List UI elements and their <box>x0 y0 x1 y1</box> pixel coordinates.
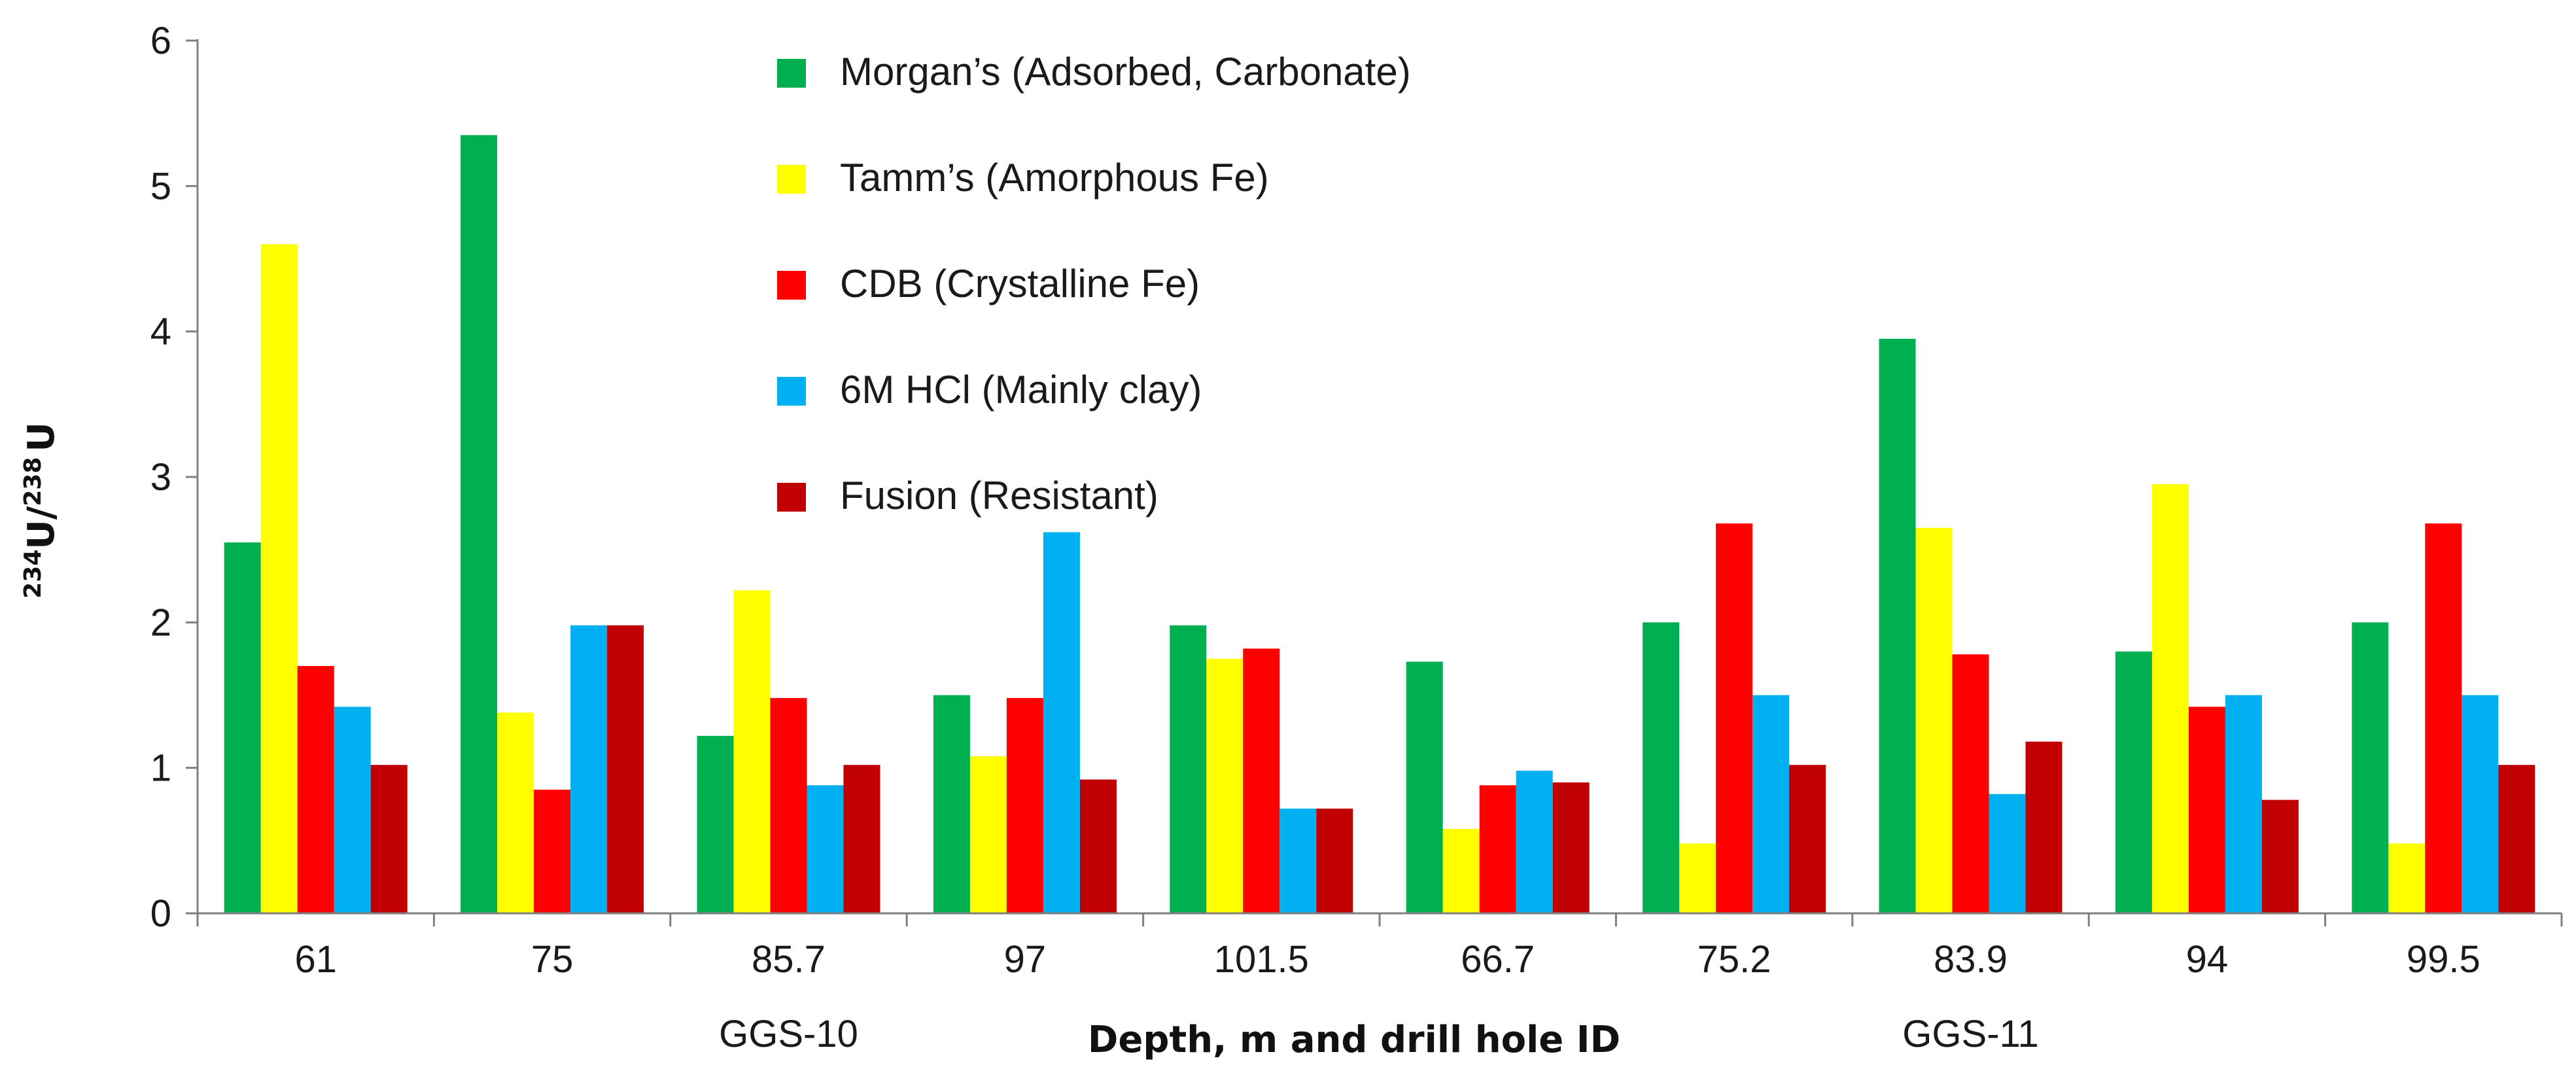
bar-morgans-85.7 <box>697 735 734 913</box>
bar-6m-83.9 <box>1989 794 2026 913</box>
y-tick-label-6: 6 <box>150 20 171 62</box>
bar-tamms-75.2 <box>1679 843 1716 913</box>
bar-fusion-94 <box>2261 799 2299 913</box>
x-tick-label-75: 75 <box>531 938 574 981</box>
y-axis-title: 234U/238 U <box>20 422 63 599</box>
x-tick-label-99.5: 99.5 <box>2407 938 2480 981</box>
bar-6m-75.2 <box>1752 695 1790 913</box>
bar-morgans-66.7 <box>1406 661 1443 913</box>
bar-tamms-97 <box>969 756 1007 913</box>
bar-morgans-75.2 <box>1643 622 1680 913</box>
bar-morgans-83.9 <box>1879 338 1916 913</box>
y-tick-labels: 0 1 2 3 4 5 6 <box>150 20 171 935</box>
bar-tamms-85.7 <box>733 590 771 913</box>
legend-label-1: Tamm’s (Amorphous Fe) <box>840 156 1269 200</box>
x-tick-label-61: 61 <box>294 938 337 981</box>
bar-cdb-101.5 <box>1243 648 1280 913</box>
y-axis-title-base: U/ <box>20 506 63 549</box>
bar-6m-101.5 <box>1279 808 1317 913</box>
bar-morgans-99.5 <box>2352 622 2389 913</box>
y-tick-label-4: 4 <box>150 311 171 353</box>
bar-morgans-101.5 <box>1170 625 1207 913</box>
bar-tamms-75 <box>497 712 534 913</box>
bar-tamms-61 <box>260 244 298 913</box>
bar-fusion-99.5 <box>2498 765 2535 913</box>
x-tick-label-85.7: 85.7 <box>752 938 826 981</box>
x-tick-label-75.2: 75.2 <box>1697 938 1771 981</box>
bar-fusion-85.7 <box>843 765 880 913</box>
bar-fusion-75.2 <box>1789 765 1826 913</box>
legend-swatch-1 <box>777 165 806 194</box>
bar-cdb-94 <box>2188 707 2225 913</box>
legend-label-3: 6M HCl (Mainly clay) <box>840 368 1202 412</box>
bar-cdb-75.2 <box>1716 523 1753 913</box>
legend-swatch-4 <box>777 483 806 512</box>
y-axis-title-sup-234: 234 <box>20 550 46 599</box>
bar-6m-66.7 <box>1516 771 1553 913</box>
bar-6m-85.7 <box>807 785 844 913</box>
bar-morgans-75 <box>461 135 498 913</box>
bar-6m-61 <box>334 707 371 913</box>
bar-cdb-85.7 <box>770 697 807 913</box>
bar-cdb-66.7 <box>1479 785 1516 913</box>
bar-tamms-83.9 <box>1915 527 1953 913</box>
bar-morgans-94 <box>2115 651 2152 913</box>
y-tick-label-1: 1 <box>150 747 171 790</box>
legend-label-2: CDB (Crystalline Fe) <box>840 262 1200 306</box>
bar-6m-94 <box>2225 695 2262 913</box>
bar-fusion-101.5 <box>1316 808 1353 913</box>
group-label-ggs-10: GGS-10 <box>719 1013 858 1055</box>
bar-fusion-66.7 <box>1552 782 1590 913</box>
bar-cdb-83.9 <box>1952 654 1989 913</box>
bar-6m-99.5 <box>2462 695 2499 913</box>
x-tick-label-66.7: 66.7 <box>1461 938 1535 981</box>
bar-fusion-83.9 <box>2025 741 2063 913</box>
bar-morgans-61 <box>224 542 261 913</box>
bar-cdb-97 <box>1006 697 1043 913</box>
legend-label-4: Fusion (Resistant) <box>840 474 1158 518</box>
bar-fusion-61 <box>370 765 408 913</box>
y-axis-title-sup-238: 238 <box>20 457 46 506</box>
bars-layer <box>224 135 2535 913</box>
group-label-ggs-11: GGS-11 <box>1902 1013 2038 1055</box>
bar-fusion-97 <box>1079 779 1117 913</box>
legend-swatch-3 <box>777 377 806 406</box>
y-tick-label-0: 0 <box>150 892 171 935</box>
x-tick-labels: 61 75 85.7 97 101.5 66.7 75.2 83.9 94 99.5 <box>294 938 2480 981</box>
group-labels: GGS-10 GGS-11 <box>719 1013 2039 1055</box>
x-axis-title: Depth, m and drill hole ID <box>1088 1019 1620 1061</box>
legend-swatch-2 <box>777 271 806 300</box>
y-tick-label-2: 2 <box>150 601 171 644</box>
y-axis-title-suffix: U <box>20 422 63 451</box>
bar-fusion-75 <box>607 625 644 913</box>
x-tick-label-94: 94 <box>2186 938 2229 981</box>
legend: Morgan’s (Adsorbed, Carbonate) Tamm’s (Am… <box>777 50 1411 518</box>
x-tick-label-101.5: 101.5 <box>1214 938 1309 981</box>
bar-6m-97 <box>1043 532 1080 913</box>
bar-tamms-99.5 <box>2388 843 2426 913</box>
bar-morgans-97 <box>933 695 970 913</box>
x-tick-label-83.9: 83.9 <box>1934 938 2008 981</box>
bar-tamms-94 <box>2151 484 2189 913</box>
bar-tamms-66.7 <box>1442 829 1480 913</box>
bar-6m-75 <box>570 625 608 913</box>
axes-layer <box>186 39 2563 926</box>
bar-cdb-75 <box>534 790 571 913</box>
legend-swatch-0 <box>777 59 806 88</box>
x-tick-label-97: 97 <box>1004 938 1047 981</box>
y-tick-label-3: 3 <box>150 456 171 499</box>
bar-cdb-61 <box>297 666 334 913</box>
bar-tamms-101.5 <box>1206 658 1244 913</box>
y-tick-label-5: 5 <box>150 165 171 207</box>
legend-label-0: Morgan’s (Adsorbed, Carbonate) <box>840 50 1411 94</box>
bar-cdb-99.5 <box>2425 523 2462 913</box>
